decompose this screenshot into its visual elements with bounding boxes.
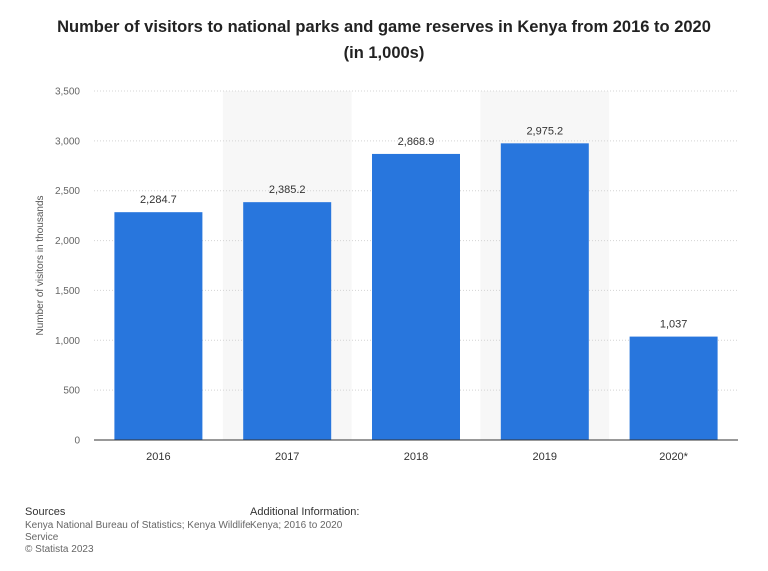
- y-tick-label: 2,500: [55, 186, 80, 197]
- data-label: 1,037: [660, 319, 688, 331]
- y-tick-label: 1,500: [55, 286, 80, 297]
- y-axis-title: Number of visitors in thousands: [35, 195, 46, 335]
- data-label: 2,868.9: [398, 136, 435, 148]
- sources-line-1: Kenya National Bureau of Statistics; Ken…: [25, 520, 251, 531]
- additional-info-text: Kenya; 2016 to 2020: [250, 520, 343, 531]
- bar: [629, 336, 718, 440]
- sources-line-2: Service: [25, 532, 59, 543]
- copyright-text: © Statista 2023: [25, 544, 94, 555]
- y-tick-label: 2,000: [55, 236, 80, 247]
- x-tick-label: 2018: [404, 451, 428, 463]
- x-tick-label: 2017: [275, 451, 299, 463]
- bar: [243, 202, 332, 440]
- y-tick-label: 500: [63, 386, 80, 397]
- x-tick-label: 2020*: [659, 451, 688, 463]
- chart-subtitle-text: (in 1,000s): [343, 44, 425, 62]
- bar: [114, 212, 203, 440]
- x-tick-label: 2016: [146, 451, 170, 463]
- chart-title-text: Number of visitors to national parks and…: [57, 18, 711, 36]
- sources-block: Sources Kenya National Bureau of Statist…: [25, 506, 251, 556]
- y-tick-label: 1,000: [55, 336, 80, 347]
- data-label: 2,284.7: [140, 194, 177, 206]
- data-label: 2,975.2: [526, 125, 563, 137]
- y-tick-label: 3,500: [55, 87, 80, 98]
- y-tick-label: 0: [74, 436, 80, 447]
- chart-title: Number of visitors to national parks and…: [0, 14, 768, 66]
- sources-heading: Sources: [25, 506, 66, 518]
- y-tick-label: 3,000: [55, 136, 80, 147]
- bar-chart: 0 500 1,000 1,500 2,000 2,500 3,000 3,500 2,284.…: [35, 87, 738, 463]
- bar: [372, 153, 460, 440]
- additional-info-block: Additional Information: Kenya; 2016 to 2…: [250, 506, 359, 532]
- x-tick-label: 2019: [533, 451, 557, 463]
- data-label: 2,385.2: [269, 184, 306, 196]
- additional-info-heading: Additional Information:: [250, 506, 360, 518]
- bar: [500, 143, 589, 440]
